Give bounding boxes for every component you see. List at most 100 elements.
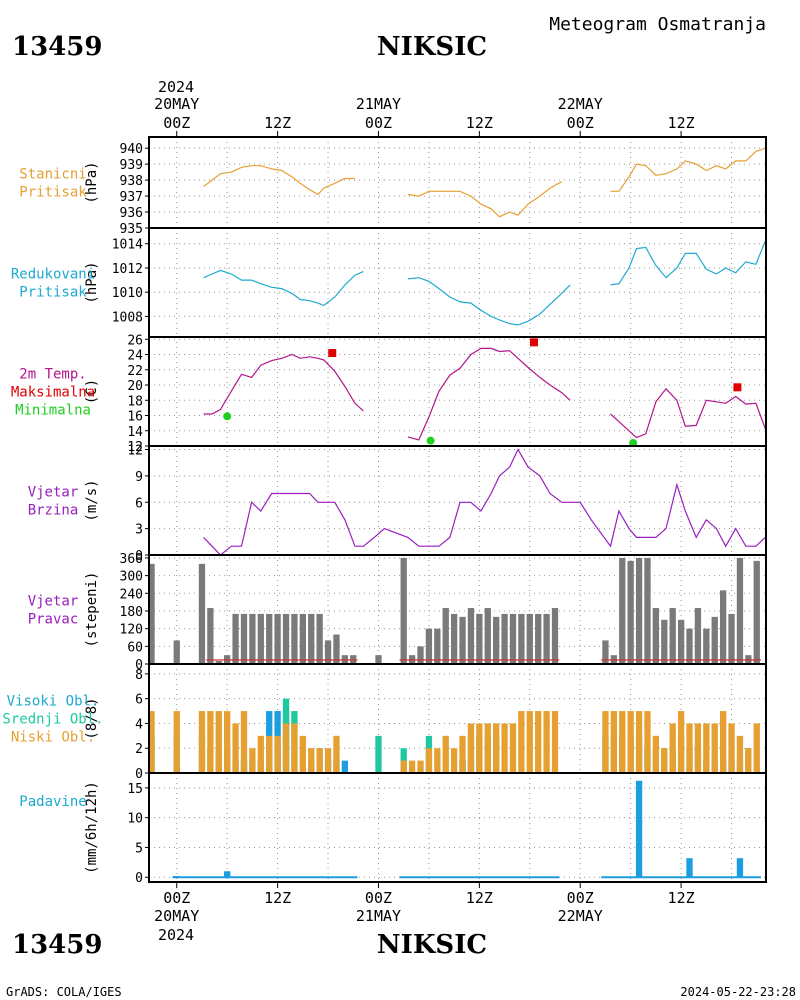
- panel-frame: [148, 336, 767, 447]
- y-axis-label: (m/s): [84, 479, 100, 521]
- bar: [266, 613, 273, 664]
- bar: [400, 557, 407, 664]
- min-temp-marker: [426, 436, 435, 445]
- top-time-label: 12Z: [466, 114, 493, 132]
- bar: [703, 723, 710, 773]
- bar: [198, 711, 206, 773]
- y-axis-label: (8/8): [84, 697, 100, 739]
- bar: [703, 628, 710, 664]
- y-tick-label: 3: [135, 523, 143, 538]
- max-temp-marker: [529, 338, 538, 347]
- series-label: Niski Obl.: [11, 730, 95, 746]
- plot-area: [203, 146, 766, 218]
- bar: [526, 613, 533, 664]
- top-date-label: 21MAY: [356, 95, 401, 113]
- bottom-date-label: 22MAY: [558, 907, 603, 925]
- bar: [224, 711, 231, 773]
- y-tick-label: 0: [135, 767, 143, 782]
- panel-vjetar_pravac: 0 60 120 180 240 300 360 (stepeni) Vjetar Pravac: [28, 552, 767, 673]
- bar: [535, 613, 542, 664]
- y-tick-label: 1010: [112, 286, 143, 301]
- y-tick-label: 940: [120, 142, 143, 157]
- bar: [719, 711, 727, 773]
- bar: [215, 711, 222, 773]
- y-tick-label: 15: [127, 782, 143, 797]
- bar: [635, 557, 643, 664]
- series-line: [610, 387, 766, 439]
- bar: [526, 711, 533, 773]
- series-label: Vjetar: [28, 594, 79, 610]
- top-year-label: 2024: [158, 78, 194, 96]
- top-time-label: 00Z: [163, 114, 190, 132]
- series-label: Brzina: [28, 503, 79, 519]
- bar: [509, 723, 517, 773]
- bar: [467, 608, 475, 664]
- y-tick-label: 8: [135, 668, 143, 683]
- y-tick-label: 22: [127, 364, 143, 379]
- y-tick-label: 0: [135, 658, 143, 673]
- bar: [736, 735, 744, 773]
- bar: [753, 560, 760, 664]
- series-label: Srednji Obl.: [2, 712, 103, 728]
- bar: [324, 748, 332, 773]
- bar: [661, 748, 668, 773]
- plot-area: [149, 557, 761, 664]
- bar: [257, 613, 264, 664]
- y-tick-label: 2: [135, 742, 143, 757]
- y-tick-label: 16: [127, 410, 143, 425]
- y-tick-label: 360: [120, 552, 143, 567]
- bar: [728, 723, 735, 773]
- y-axis-label: (mm/6h/12h): [84, 781, 100, 874]
- bar: [425, 628, 433, 664]
- bar: [333, 634, 340, 664]
- bar: [149, 711, 155, 773]
- bar: [543, 711, 550, 773]
- y-tick-label: 18: [127, 394, 143, 409]
- top-date-label: 20MAY: [154, 95, 199, 113]
- bottom-time-label: 12Z: [264, 889, 291, 907]
- bar: [274, 735, 281, 773]
- bar: [719, 590, 727, 664]
- bar: [207, 608, 214, 664]
- bar: [232, 723, 239, 773]
- bottom-time-label: 00Z: [163, 889, 190, 907]
- bar: [249, 748, 256, 773]
- bar: [173, 640, 180, 664]
- bar: [476, 723, 483, 773]
- bar: [450, 748, 458, 773]
- series-label: Redukovani: [11, 267, 95, 283]
- y-tick-label: 120: [120, 623, 143, 638]
- y-tick-label: 936: [120, 206, 143, 221]
- bar: [619, 557, 626, 664]
- bar: [173, 876, 180, 878]
- y-tick-label: 12: [127, 440, 143, 455]
- bar: [686, 723, 693, 773]
- bar: [341, 760, 349, 773]
- y-tick-label: 26: [127, 333, 143, 348]
- series-label: Stanicni: [19, 167, 86, 183]
- bar: [627, 711, 634, 773]
- bar: [198, 563, 206, 664]
- bottom-time-label: 00Z: [567, 889, 594, 907]
- y-tick-label: 1014: [112, 238, 143, 253]
- bar: [333, 735, 340, 773]
- y-tick-label: 20: [127, 379, 143, 394]
- max-temp-marker: [328, 349, 337, 358]
- bar: [728, 613, 735, 664]
- series-label: Vjetar: [28, 485, 79, 501]
- bottom-time-label: 12Z: [668, 889, 695, 907]
- y-axis-label: (hPa): [84, 261, 100, 303]
- y-tick-label: 12: [127, 444, 143, 459]
- y-tick-label: 180: [120, 605, 143, 620]
- series-line: [407, 277, 571, 326]
- bar: [291, 723, 298, 773]
- bar: [375, 655, 382, 664]
- bar: [551, 608, 559, 664]
- bar: [324, 640, 332, 664]
- bar: [459, 616, 466, 664]
- bottom-time-label: 12Z: [466, 889, 493, 907]
- footer-credit: GrADS: COLA/IGES: [6, 985, 122, 999]
- bar: [450, 613, 458, 664]
- top-time-label: 12Z: [668, 114, 695, 132]
